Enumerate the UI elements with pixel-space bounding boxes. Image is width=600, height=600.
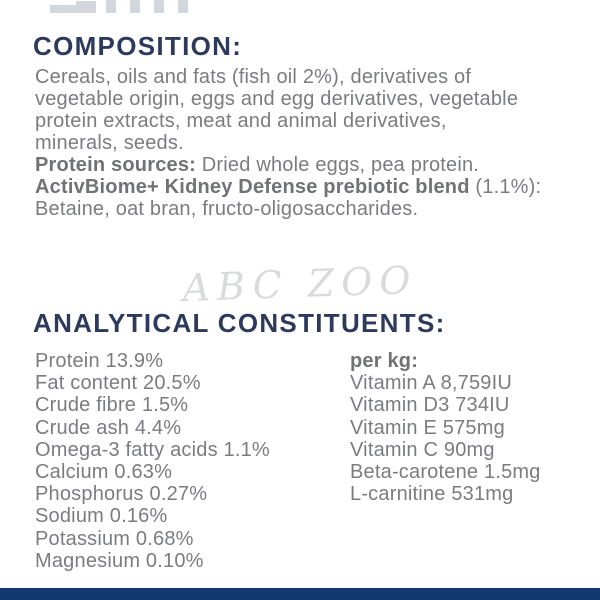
composition-line: Cereals, oils and fats (fish oil 2%), de…: [35, 66, 472, 88]
analytical-item: Beta-carotene 1.5mg: [350, 461, 541, 484]
analytical-item: Vitamin C 90mg: [350, 438, 495, 461]
analytical-item: Calcium 0.63%: [35, 461, 173, 484]
analytical-item: Sodium 0.16%: [35, 505, 168, 528]
composition-line: vegetable origin, eggs and egg derivativ…: [35, 88, 519, 110]
watermark: ABC ZOO: [181, 257, 419, 311]
analytical-item: Crude ash 4.4%: [35, 416, 182, 439]
composition-line: protein extracts, meat and animal deriva…: [35, 110, 447, 132]
prebiotic-blend-line: ActivBiome+ Kidney Defense prebiotic ble…: [35, 176, 580, 198]
analytical-item: Vitamin A 8,759IU: [350, 372, 513, 395]
analytical-item: Vitamin D3 734IU: [350, 394, 510, 417]
analytical-constituents-heading: ANALYTICAL CONSTITUENTS:: [33, 308, 446, 338]
analytical-item: Crude fibre 1.5%: [35, 394, 189, 417]
artifact-mark: [154, 0, 164, 13]
analytical-item: Omega-3 fatty acids 1.1%: [35, 438, 270, 461]
artifact-mark: [130, 0, 140, 13]
per-kg-label: per kg:: [350, 350, 419, 372]
artifact-mark: [178, 0, 188, 13]
composition-heading: COMPOSITION:: [33, 31, 243, 61]
composition-paragraph: Cereals, oils and fats (fish oil 2%), de…: [35, 66, 580, 220]
analytical-item: Protein 13.9%: [35, 350, 164, 372]
artifact-mark: [50, 5, 96, 13]
composition-line: minerals, seeds.: [35, 132, 184, 154]
protein-sources-label: Protein sources:: [35, 154, 197, 176]
prebiotic-blend-percentage: (1.1%):: [469, 176, 542, 198]
prebiotic-blend-label: ActivBiome+ Kidney Defense prebiotic ble…: [35, 176, 470, 198]
artifact-mark: [76, 1, 96, 13]
analytical-item: Potassium 0.68%: [35, 527, 194, 550]
protein-sources-value: Dried whole eggs, pea protein.: [196, 154, 480, 176]
analytical-item: Vitamin E 575mg: [350, 416, 505, 439]
analytical-item: Magnesium 0.10%: [35, 549, 204, 572]
analytical-right-column: per kg: Vitamin A 8,759IU Vitamin D3 734…: [350, 350, 541, 505]
analytical-item: Phosphorus 0.27%: [35, 483, 208, 506]
analytical-item: Fat content 20.5%: [35, 372, 201, 395]
artifact-mark: [106, 0, 116, 13]
prebiotic-ingredients-line: Betaine, oat bran, fructo-oligosaccharid…: [35, 198, 419, 220]
footer-bar: [0, 588, 600, 600]
analytical-left-column: Protein 13.9% Fat content 20.5% Crude fi…: [35, 350, 270, 572]
protein-sources-line: Protein sources: Dried whole eggs, pea p…: [35, 154, 580, 176]
analytical-item: L-carnitine 531mg: [350, 483, 514, 506]
